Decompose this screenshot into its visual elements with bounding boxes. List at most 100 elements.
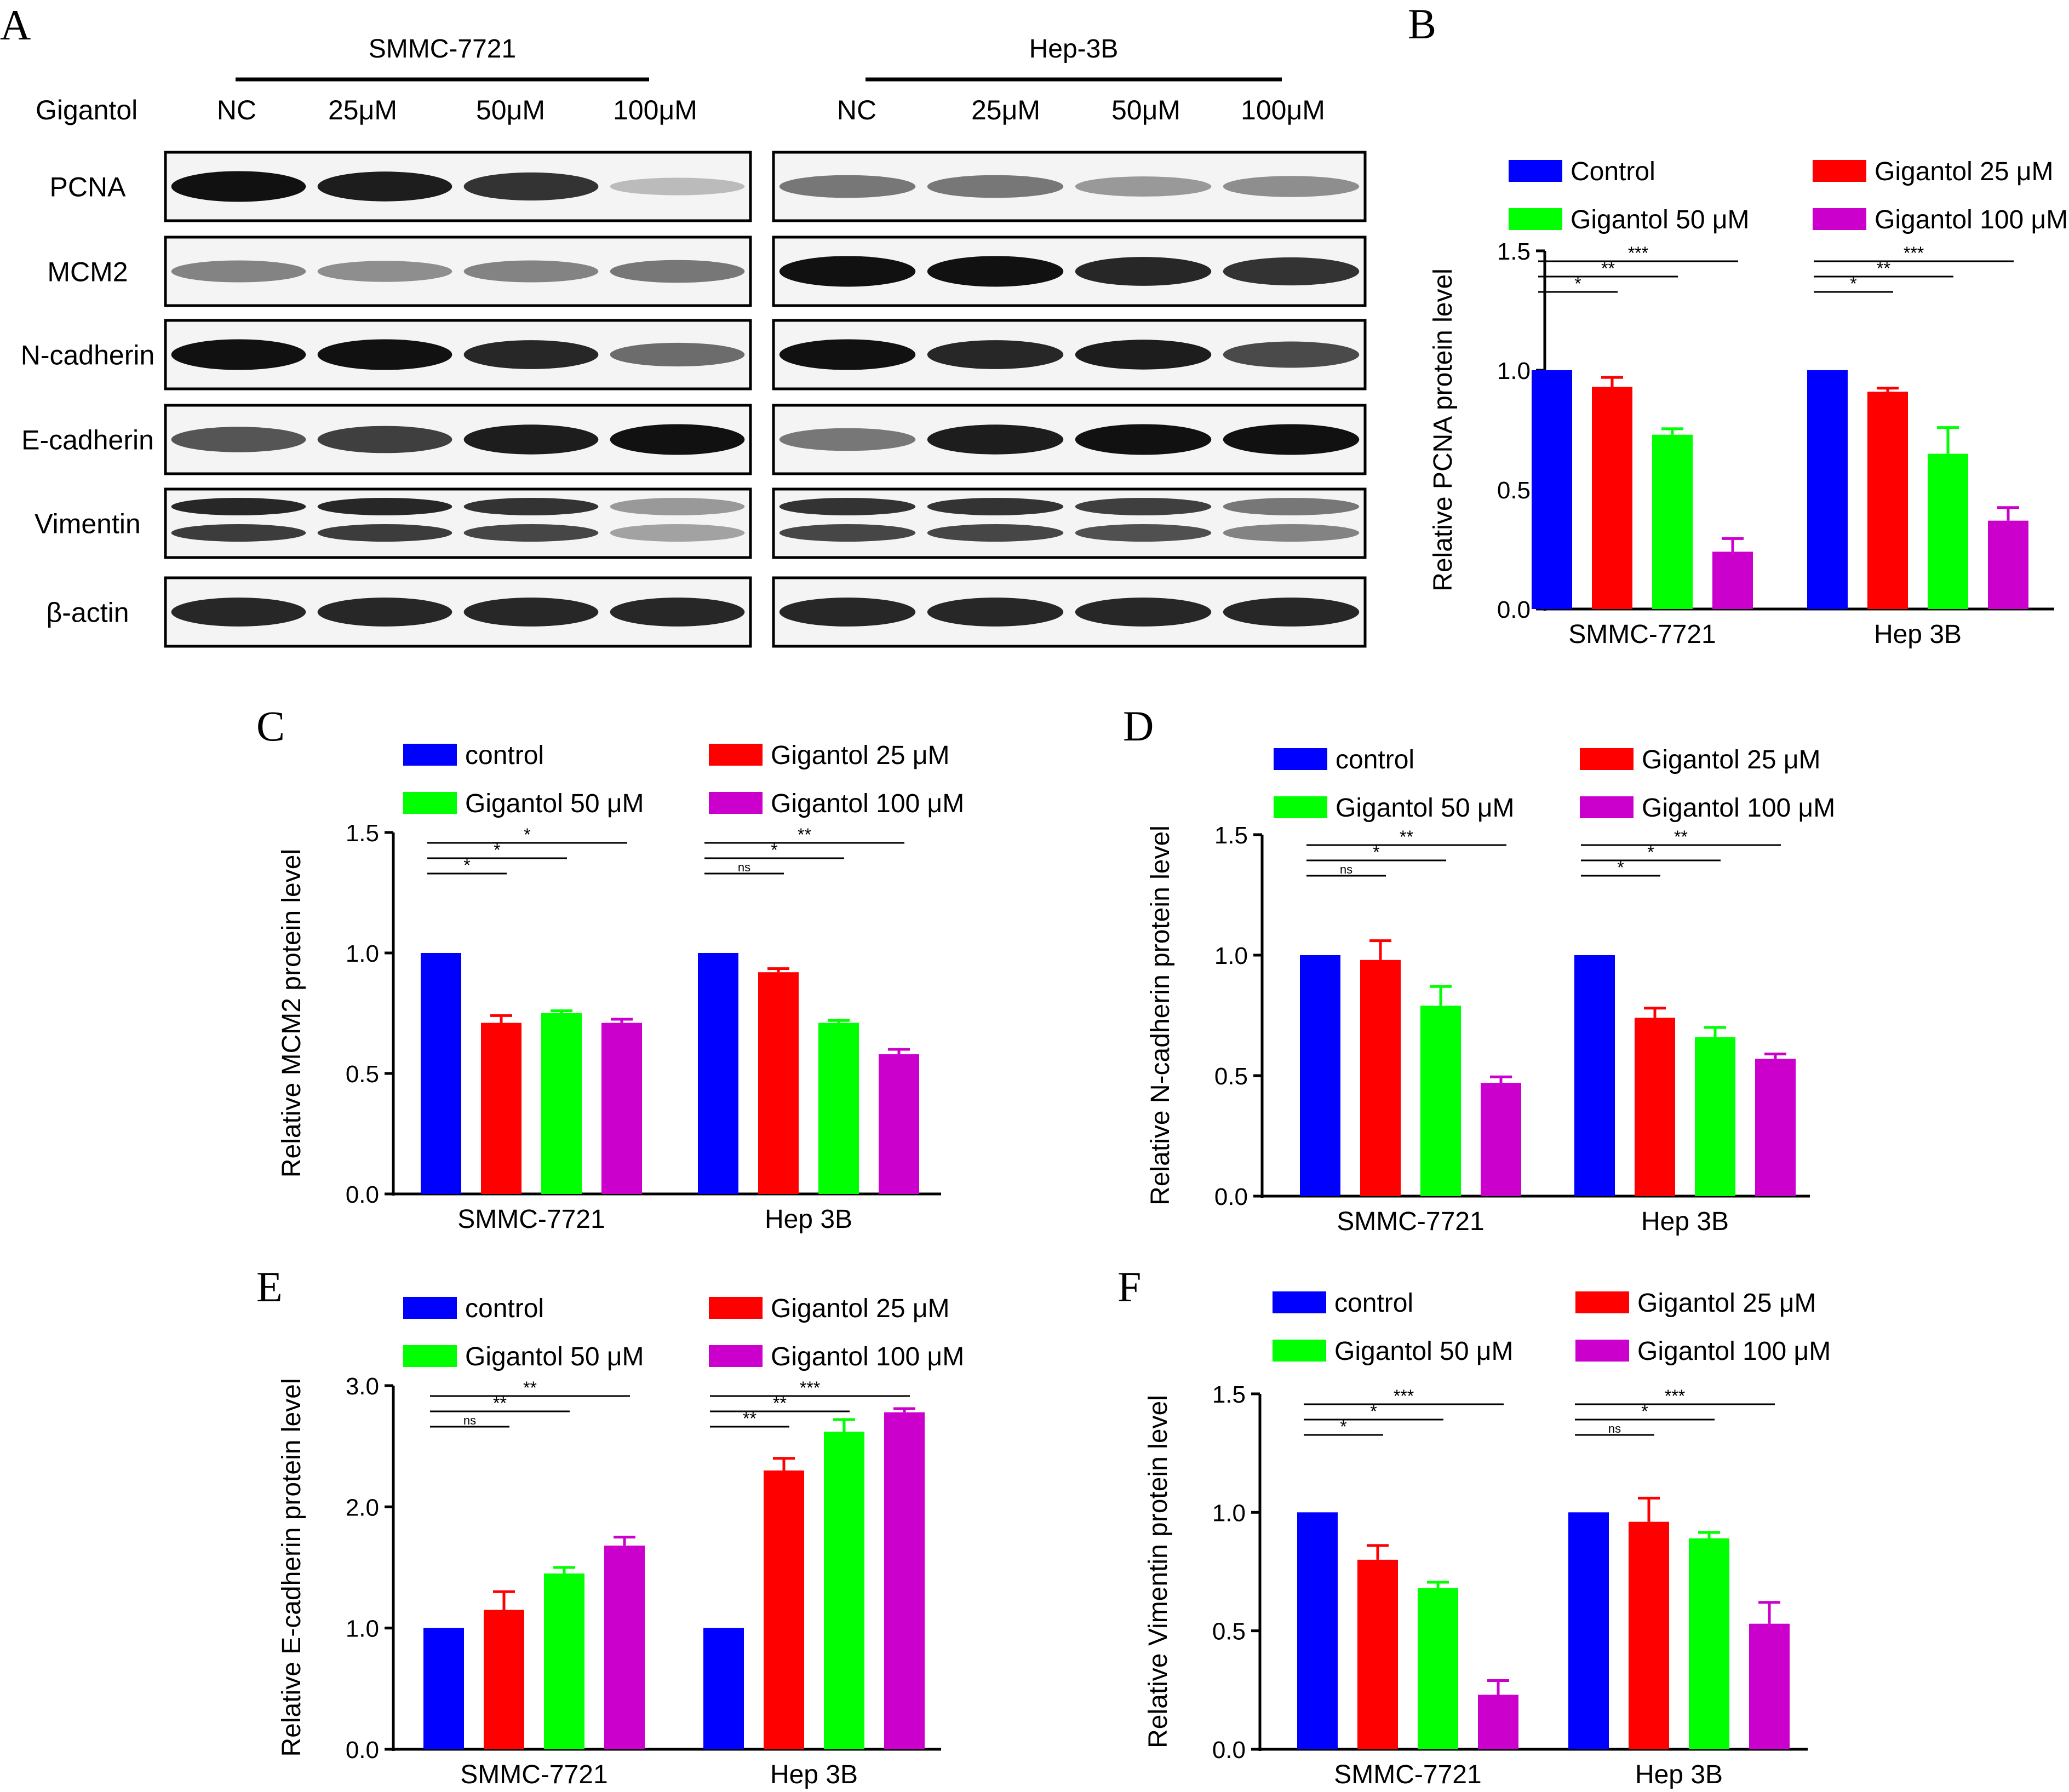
blot-band [927,256,1064,287]
x-tick-label: Hep 3B [770,1760,858,1789]
blot-row-label: N-cadherin [21,340,155,371]
x-tick-label: Hep 3B [765,1205,852,1234]
y-tick-label: 0.0 [346,1181,379,1208]
bar [818,1023,859,1194]
legend-swatch [1274,748,1327,770]
bar [1360,960,1401,1196]
significance-label: * [1574,274,1581,294]
bar [1568,1512,1609,1749]
bar [1629,1521,1669,1749]
cell-line-label: Hep-3B [1029,35,1119,64]
significance-label: * [463,855,470,875]
blot-row-label: MCM2 [47,257,128,288]
bar [1481,1083,1521,1196]
significance-label: * [494,840,500,860]
blot-band [779,598,916,627]
y-tick-label: 1.0 [346,940,379,967]
blot-band [927,175,1064,198]
blot-band [171,260,306,283]
y-tick-label: 1.5 [1497,238,1531,265]
bar [1652,434,1693,609]
blot-band [610,177,745,196]
bar [1532,370,1572,609]
blot-band [317,598,452,627]
legend-label: Gigantol 50 μM [465,789,644,818]
bar [703,1628,744,1749]
y-tick-label: 0.5 [346,1061,379,1088]
blot-band [171,427,306,452]
blot-band [610,598,745,627]
y-tick-label: 1.0 [346,1616,379,1642]
x-tick-label: Hep 3B [1641,1207,1729,1236]
y-tick-label: 0.5 [1212,1618,1246,1645]
lane-label: 100μM [613,95,697,125]
bar [1635,1018,1675,1196]
legend-swatch [1273,1340,1326,1362]
significance-label: * [1647,842,1654,862]
y-axis-label: Relative Vimentin protein level [1144,1395,1173,1748]
blot-band [610,342,745,367]
blot-band [1075,340,1212,370]
significance-label: * [1370,1402,1377,1421]
legend-label: control [465,1294,544,1323]
significance-label: * [1850,274,1856,294]
panel-letter: C [256,702,285,750]
blot-band [1223,176,1360,197]
blot-band [171,498,306,515]
blot-band [317,524,452,542]
blot-band [1223,524,1360,542]
blot-band [610,424,745,455]
bar [421,953,461,1194]
blot-band [1075,424,1212,455]
bar [604,1546,645,1749]
bar [698,953,738,1194]
blot-band [779,175,916,198]
x-tick-label: SMMC-7721 [1568,620,1716,649]
blot-band [1223,424,1360,455]
legend-label: Gigantol 50 μM [1336,794,1514,823]
y-tick-label: 1.5 [1212,1381,1246,1408]
legend-label: Gigantol 50 μM [465,1342,644,1371]
blot-band [317,171,452,202]
blot-band [171,339,306,370]
y-tick-label: 3.0 [346,1373,379,1400]
legend-swatch [1274,796,1327,818]
y-tick-label: 0.0 [346,1737,379,1764]
blot-band [463,340,599,369]
bar [758,972,799,1194]
panel-letter: E [256,1263,283,1311]
bar [1712,552,1753,609]
blot-band [1223,598,1360,627]
bar [1574,955,1615,1196]
blot-band [1075,176,1212,197]
blot-band [171,598,306,627]
legend-label: Gigantol 100 μM [1875,205,2068,234]
significance-label: * [1340,1417,1346,1437]
x-tick-label: Hep 3B [1874,620,1962,649]
blot-band [1223,498,1360,515]
legend-label: Gigantol 100 μM [771,1342,964,1371]
blot-band [779,256,916,287]
blot-band [1075,598,1212,627]
blot-band [1223,341,1360,368]
legend-swatch [1813,160,1866,182]
legend-swatch [1273,1291,1326,1313]
blot-row-label: Vimentin [35,509,141,539]
y-axis-label: Relative PCNA protein level [1429,268,1458,591]
blot-band [1075,524,1212,542]
significance-label: * [1373,842,1379,862]
y-tick-label: 0.0 [1497,596,1531,623]
blot-band [610,260,745,283]
bar [764,1470,804,1749]
legend-label: Control [1571,157,1655,186]
blot-band [927,598,1064,627]
legend-label: control [1336,745,1414,774]
y-tick-label: 1.5 [1214,822,1248,849]
panel-letter: D [1123,702,1154,750]
y-tick-label: 0.5 [1497,477,1531,504]
legend-label: Gigantol 25 μM [1642,745,1820,774]
significance-label: ** [1400,827,1413,847]
significance-label: ns [738,860,750,874]
